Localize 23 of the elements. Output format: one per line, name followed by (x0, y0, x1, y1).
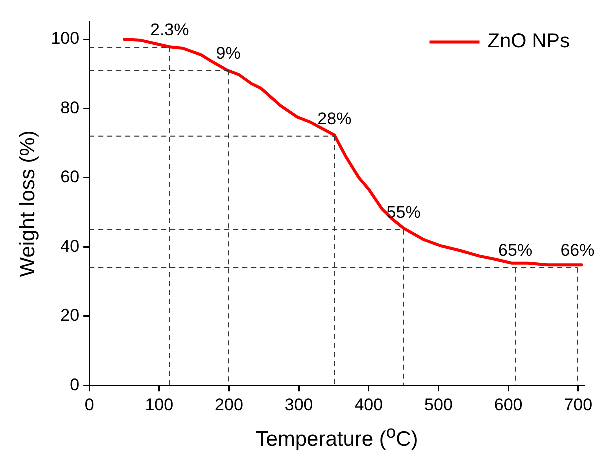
y-tick-label: 0 (70, 375, 80, 394)
x-tick-label: 600 (494, 395, 523, 414)
y-tick-label: 100 (51, 29, 80, 48)
y-tick-label: 20 (60, 306, 80, 326)
x-axis-title: Temperature ($^{o}$C) (254, 422, 420, 452)
y-tick-label: 80 (60, 98, 80, 118)
annotation: 65% (498, 241, 533, 260)
x-tick-label: 200 (215, 395, 244, 414)
annotation: 2.3% (150, 20, 190, 40)
x-tick-label: 0 (84, 395, 94, 414)
y-tick-label: 60 (60, 168, 80, 187)
x-tick-label: 100 (145, 395, 174, 414)
y-axis-title: Weight loss (%) (16, 130, 40, 278)
x-tick-label: 700 (564, 395, 593, 414)
y-tick-label: 40 (60, 236, 80, 256)
x-tick-label: 500 (424, 395, 453, 414)
legend-label: ZnO NPs (488, 30, 570, 53)
annotation: 28% (318, 110, 352, 129)
x-tick-label: 300 (284, 395, 314, 414)
annotation: 9% (216, 44, 241, 63)
annotation: 55% (386, 203, 421, 222)
x-tick-label: 400 (354, 395, 384, 414)
annotation: 66% (560, 241, 595, 260)
